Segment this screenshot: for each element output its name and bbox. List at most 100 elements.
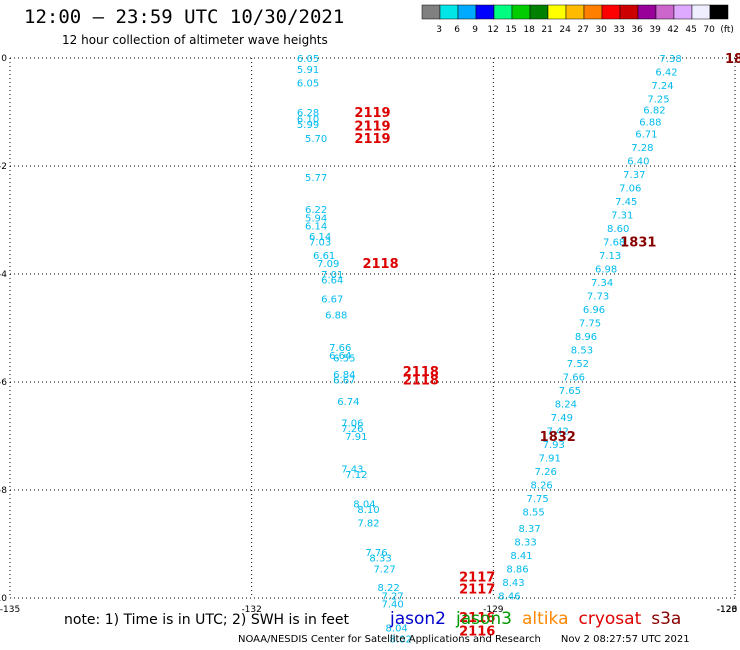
wave-height-value: 7.66 xyxy=(329,343,351,354)
wave-height-value: 5.94 xyxy=(305,213,327,224)
y-tick-label: -6 xyxy=(0,378,7,388)
wave-height-value: 7.34 xyxy=(591,278,613,289)
wave-height-value: 7.26 xyxy=(535,467,557,478)
credit-org: NOAA/NESDIS Center for Satellite Applica… xyxy=(238,634,541,645)
wave-height-value: 6.42 xyxy=(655,68,677,79)
wave-height-value: 6.74 xyxy=(337,397,359,408)
wave-height-value: 7.06 xyxy=(619,184,641,195)
color-scale-legend: 3 6 9 12 15 18 21 24 27 30 33 36 39 42 45 70 (ft) xyxy=(421,4,734,35)
wave-height-value: 8.60 xyxy=(607,224,629,235)
wave-height-value: 8.10 xyxy=(357,505,379,516)
wave-height-value: 7.91 xyxy=(345,432,367,443)
wave-height-value: 5.91 xyxy=(297,65,319,76)
legend-tick-label: 9 xyxy=(472,25,478,35)
wave-height-value: 6.67 xyxy=(333,375,355,386)
wave-height-value: 6.61 xyxy=(313,251,335,262)
wave-height-value: 8.46 xyxy=(498,591,520,602)
wave-height-value: 7.27 xyxy=(373,564,395,575)
wave-height-value: 6.14 xyxy=(305,221,327,232)
wave-height-value: 6.64 xyxy=(329,351,351,362)
wave-height-value: 5.99 xyxy=(297,120,319,131)
wave-height-value: 6.05 xyxy=(297,54,319,65)
wave-height-value: 8.43 xyxy=(502,578,524,589)
satellite-name: altika xyxy=(522,609,569,629)
wave-height-value: 7.40 xyxy=(382,599,404,610)
legend-tick-label: 70 xyxy=(703,25,715,35)
wave-height-value: 7.91 xyxy=(539,454,561,465)
chart-subtitle: 12 hour collection of altimeter wave hei… xyxy=(62,33,328,47)
y-tick-label: -2 xyxy=(0,162,7,172)
wave-height-value: 6.84 xyxy=(333,370,355,381)
legend-tick-label: 12 xyxy=(487,25,498,35)
wave-height-value: 7.27 xyxy=(382,591,404,602)
wave-height-value: 7.25 xyxy=(647,95,669,106)
wave-height-value: 7.73 xyxy=(587,292,609,303)
satellite-name: jason3 xyxy=(456,609,512,629)
wave-height-value: 7.66 xyxy=(563,373,585,384)
y-tick-label: -10 xyxy=(0,594,7,604)
pass-time-label: 1830 xyxy=(725,52,740,67)
y-tick-label: -4 xyxy=(0,270,7,280)
footnote: note: 1) Time is in UTC; 2) SWH is in fe… xyxy=(64,612,350,628)
wave-height-value: 7.13 xyxy=(599,251,621,262)
wave-height-value: 6.64 xyxy=(321,275,343,286)
pass-time-label: 2119 xyxy=(354,132,390,147)
wave-height-value: 8.41 xyxy=(510,551,532,562)
legend-tick-label: 18 xyxy=(523,25,535,35)
wave-height-value: 6.14 xyxy=(309,232,331,243)
wave-height-value: 8.02 xyxy=(390,635,412,646)
x-tick-label: -129 xyxy=(483,605,504,615)
wave-height-value: 8.96 xyxy=(575,332,597,343)
legend-tick-label: (ft) xyxy=(720,25,734,35)
pass-time-label: 2119 xyxy=(354,120,390,135)
x-tick-label: -120 xyxy=(717,605,738,615)
wave-height-value: 7.42 xyxy=(547,427,569,438)
wave-height-value: 7.03 xyxy=(309,238,331,249)
legend-tick-label: 36 xyxy=(631,25,643,35)
wave-height-value: 7.93 xyxy=(543,440,565,451)
wave-height-value: 7.24 xyxy=(651,81,673,92)
legend-tick-label: 39 xyxy=(649,25,661,35)
wave-height-value: 8.33 xyxy=(369,554,391,565)
wave-height-value: 7.09 xyxy=(317,259,339,270)
x-tick-label: -132 xyxy=(241,605,261,615)
legend-tick-label: 33 xyxy=(613,25,624,35)
pass-time-label: 1831 xyxy=(620,236,656,251)
satellite-name: jason2 xyxy=(390,609,446,629)
x-tick-label: -135 xyxy=(0,605,20,615)
wave-height-value: 6.55 xyxy=(333,354,355,365)
legend-swatch xyxy=(709,4,729,20)
wave-height-value: 7.45 xyxy=(615,197,637,208)
wave-height-value: 7.75 xyxy=(527,494,549,505)
wave-height-value: 5.70 xyxy=(305,134,327,145)
wave-height-value: 6.98 xyxy=(595,265,617,276)
wave-height-value: 6.88 xyxy=(639,118,661,129)
wave-height-value: 7.06 xyxy=(341,419,363,430)
wave-height-value: 5.77 xyxy=(305,173,327,184)
wave-height-value: 7.26 xyxy=(341,424,363,435)
legend-tick-label: 3 xyxy=(436,25,442,35)
wave-height-value: 7.37 xyxy=(623,170,645,181)
wave-height-value: 6.05 xyxy=(297,78,319,89)
chart-title: 12:00 – 23:59 UTC 10/30/2021 xyxy=(24,6,345,28)
wave-height-value: 6.67 xyxy=(321,294,343,305)
wave-height-value: 8.22 xyxy=(377,583,399,594)
wave-height-value: 8.04 xyxy=(386,624,408,635)
pass-time-label: 1832 xyxy=(540,430,576,445)
legend-tick-label: 30 xyxy=(595,25,607,35)
wave-height-value: 7.65 xyxy=(559,386,581,397)
wave-height-value: 7.68 xyxy=(603,238,625,249)
wave-height-value: 8.37 xyxy=(518,524,540,535)
pass-time-label: 2118 xyxy=(403,373,439,388)
wave-height-value: 6.71 xyxy=(635,130,657,141)
wave-height-value: 6.22 xyxy=(305,205,327,216)
wave-height-value: 7.31 xyxy=(611,211,633,222)
wave-height-value: 8.86 xyxy=(506,564,528,575)
wave-height-value: 6.82 xyxy=(643,105,665,116)
x-tick-label: -126 xyxy=(717,605,738,615)
pass-time-label: 2117 xyxy=(459,570,495,585)
legend-tick-label: 15 xyxy=(505,25,516,35)
wave-height-value: 7.28 xyxy=(631,143,653,154)
pass-time-label: 2119 xyxy=(354,106,390,121)
